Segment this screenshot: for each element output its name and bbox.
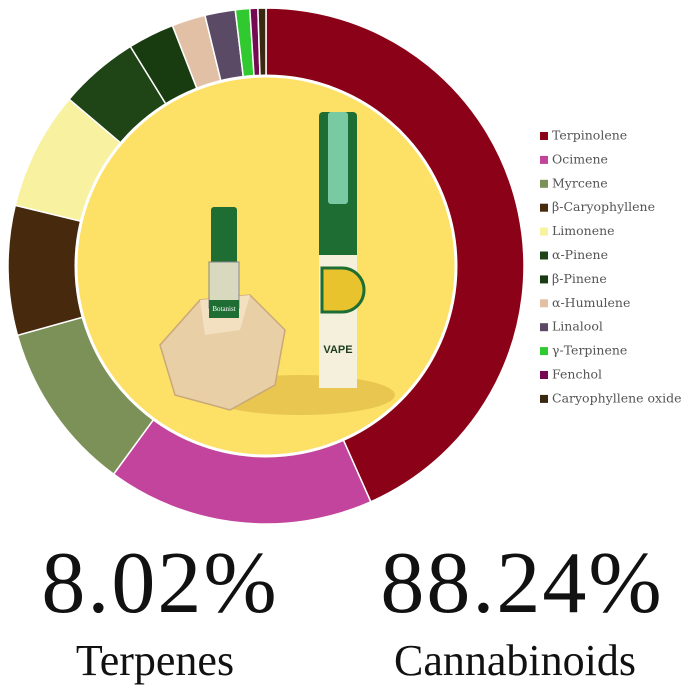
legend-swatch	[540, 227, 548, 236]
pen-window	[328, 112, 348, 204]
product-photo: Botanist VAPE	[74, 74, 458, 458]
legend-swatch	[540, 179, 548, 188]
legend-swatch	[540, 299, 548, 308]
legend-label: β-Pinene	[552, 271, 607, 286]
legend-label: Ocimene	[552, 151, 608, 166]
ring	[7, 7, 525, 525]
legend-label: Caryophyllene oxide	[552, 390, 681, 405]
wood-block	[159, 294, 286, 411]
legend-label: Linalool	[552, 319, 603, 334]
legend-label: β-Caryophyllene	[552, 199, 655, 214]
legend-swatch	[540, 371, 548, 379]
legend: Terpinolene Ocimene Myrcene β-Caryophyllene…	[540, 128, 681, 405]
pen-logo	[320, 266, 366, 314]
cartridge-tip	[211, 207, 237, 265]
stat-label: Cannabinoids	[394, 636, 636, 685]
legend-label: α-Pinene	[552, 247, 608, 262]
legend-label: γ-Terpinene	[552, 343, 627, 358]
legend-swatch	[540, 323, 548, 332]
legend-swatch	[540, 155, 548, 164]
ring-segment	[257, 7, 267, 77]
legend-swatch	[540, 347, 548, 356]
cartridge-base	[209, 300, 239, 318]
pen-label: VAPE	[323, 344, 352, 356]
legend-swatch	[540, 394, 548, 403]
legend-swatch	[540, 203, 548, 212]
legend-label: Terpinolene	[552, 128, 627, 143]
legend-label: α-Humulene	[552, 295, 630, 310]
legend-label: Fenchol	[552, 367, 602, 382]
legend-swatch	[540, 251, 548, 260]
legend-swatch	[540, 132, 548, 140]
legend-label: Limonene	[552, 223, 615, 238]
legend-label: Myrcene	[552, 175, 608, 190]
stat-label: Terpenes	[76, 636, 234, 685]
ring-segment	[7, 204, 84, 337]
stat-value: 88.24%	[380, 535, 663, 632]
cartridge-label: Botanist	[212, 305, 235, 313]
stat-value: 8.02%	[41, 535, 278, 632]
legend-swatch	[540, 275, 548, 284]
